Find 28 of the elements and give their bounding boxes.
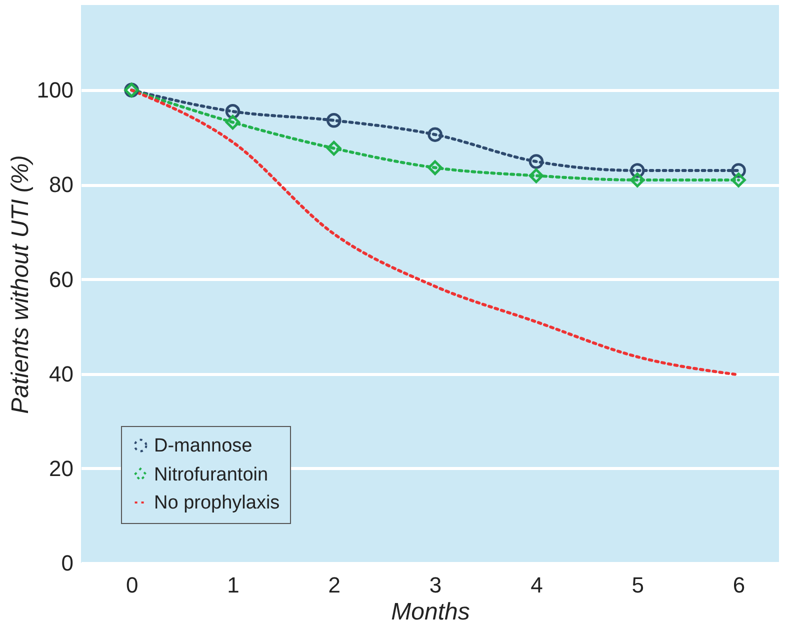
y-tick-label: 100	[36, 78, 74, 103]
point	[528, 168, 544, 184]
point	[326, 140, 342, 156]
point	[428, 127, 442, 142]
point	[630, 172, 645, 188]
legend-label: Nitrofurantoin	[154, 464, 268, 486]
y-tick-label: 40	[49, 361, 74, 386]
y-tick-label: 0	[61, 550, 74, 576]
x-axis-title: Months	[391, 598, 470, 626]
x-tick-label: 1	[227, 572, 240, 598]
legend-label: No prophylaxis	[154, 492, 280, 514]
y-axis-title: Patients without UTI (%)	[6, 155, 34, 414]
point	[528, 154, 544, 169]
point	[731, 172, 746, 188]
legend-label: D-mannose	[154, 436, 252, 456]
x-tick-label: 6	[732, 572, 746, 598]
point	[326, 113, 342, 128]
x-tick-label: 0	[126, 572, 138, 598]
y-tick-label: 20	[49, 456, 74, 481]
point	[225, 104, 240, 119]
x-tick-label: 3	[429, 572, 442, 598]
x-tick-label: 5	[632, 572, 644, 598]
x-tick-label: 4	[530, 572, 543, 598]
x-tick-label: 2	[328, 572, 341, 598]
y-tick-label: 80	[49, 172, 74, 198]
point	[428, 160, 442, 176]
point	[225, 114, 240, 130]
y-tick-label: 60	[49, 266, 74, 292]
